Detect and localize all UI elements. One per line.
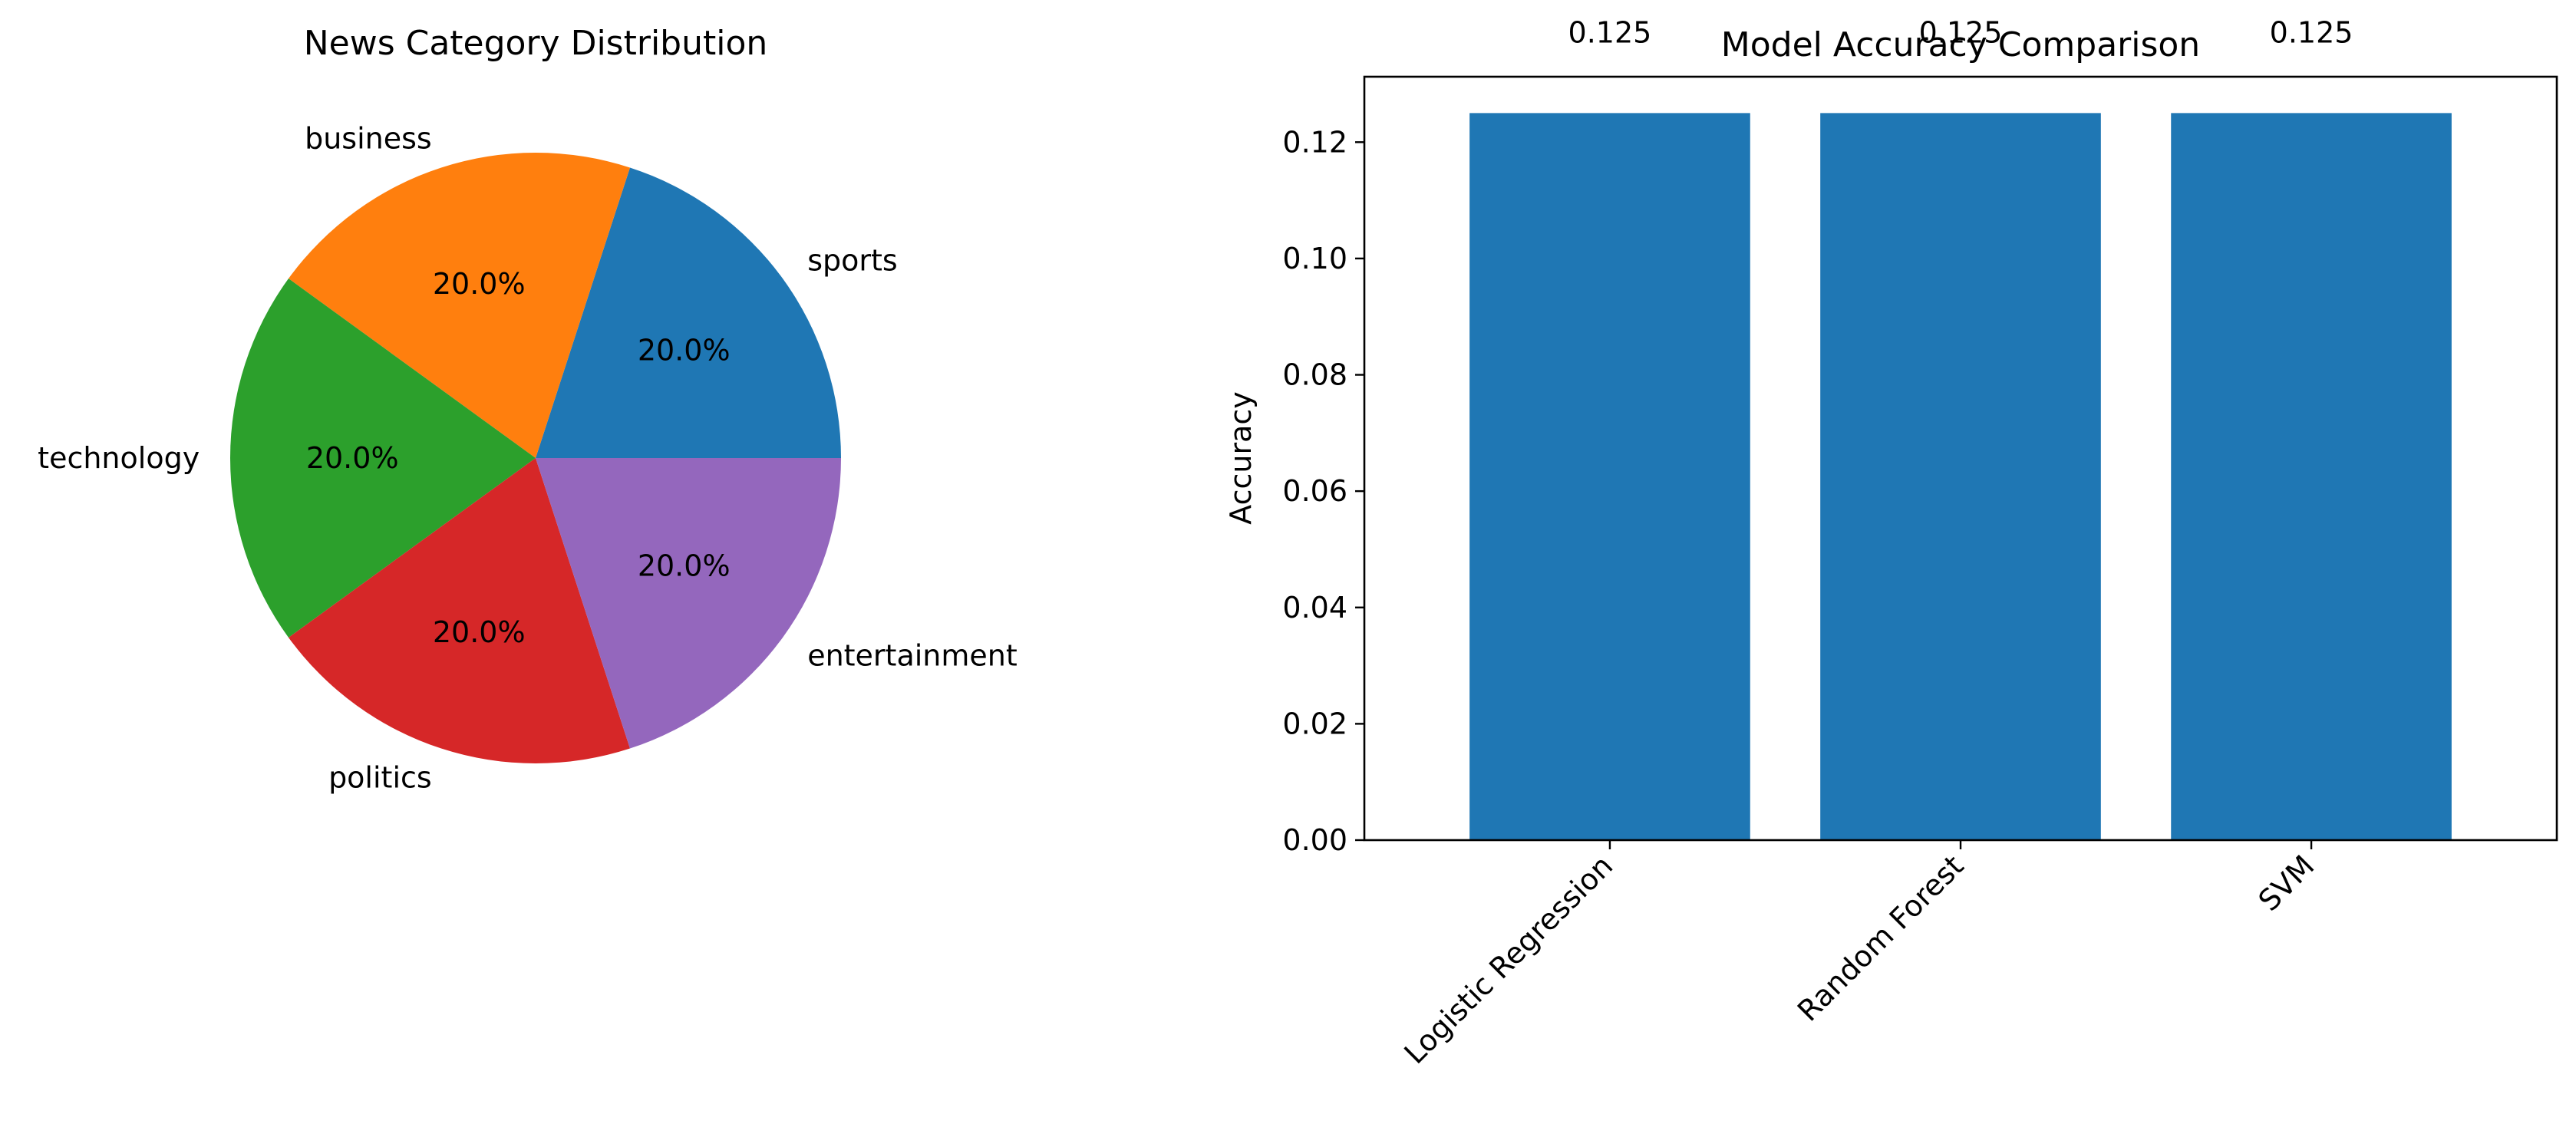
pie-label-technology: technology [38, 441, 200, 475]
pie-label-politics: politics [328, 760, 432, 794]
y-tick-label: 0.04 [1282, 591, 1347, 625]
y-axis-label: Accuracy [1224, 391, 1258, 525]
bar-value-label: 0.125 [2270, 15, 2353, 49]
pie-percent-labels: 20.0% 20.0% 20.0% 20.0% 20.0% [306, 267, 731, 649]
y-tick-label: 0.06 [1282, 474, 1347, 508]
y-axis-ticks: 0.00 0.02 0.04 0.06 0.08 0.10 0.12 [1282, 125, 1364, 857]
pie-slice-sports [536, 167, 841, 459]
bar-logistic-regression [1469, 113, 1750, 840]
bar-value-labels: 0.125 0.125 0.125 [1568, 15, 2353, 49]
pie-percent-entertainment: 20.0% [638, 549, 731, 582]
y-tick-label: 0.08 [1282, 358, 1347, 392]
y-tick-label: 0.12 [1282, 125, 1347, 159]
pie-percent-technology: 20.0% [306, 441, 399, 475]
y-tick-label: 0.10 [1282, 242, 1347, 275]
bar-value-label: 0.125 [1919, 15, 2003, 49]
pie-label-sports: sports [807, 244, 898, 278]
pie-label-entertainment: entertainment [807, 638, 1018, 672]
pie-chart: News Category Distribution sports busines… [38, 24, 1018, 794]
pie-label-business: business [305, 122, 432, 156]
y-tick-label: 0.00 [1282, 823, 1347, 857]
pie-percent-business: 20.0% [433, 267, 526, 301]
bar-random-forest [1820, 113, 2101, 840]
y-tick-label: 0.02 [1282, 707, 1347, 740]
pie-slice-business [289, 152, 630, 458]
pie-labels: sports business technology politics entertai… [38, 122, 1018, 795]
bar-value-label: 0.125 [1568, 15, 1652, 49]
pie-slice-technology [230, 279, 536, 638]
pie-chart-title: News Category Distribution [304, 24, 768, 63]
pie-percent-sports: 20.0% [638, 334, 731, 368]
pie-slices [230, 152, 841, 763]
pie-percent-politics: 20.0% [433, 615, 526, 649]
pie-slice-entertainment [536, 458, 841, 749]
bar-series [1469, 113, 2452, 840]
pie-slice-politics [289, 458, 630, 763]
bar-chart-title: Model Accuracy Comparison [1721, 25, 2200, 64]
bar-svm [2171, 113, 2452, 840]
